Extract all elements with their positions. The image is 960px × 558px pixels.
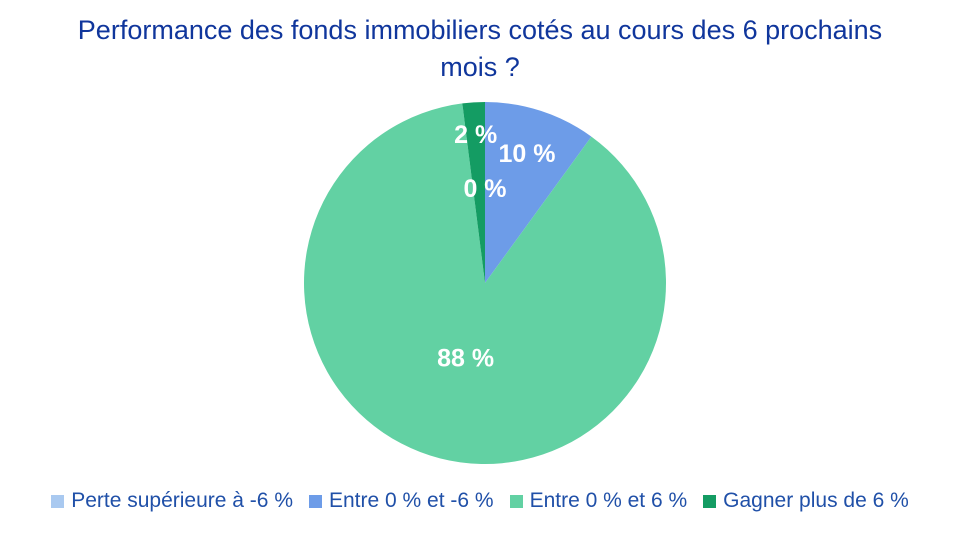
pie-slice-1 [485, 102, 592, 283]
legend-swatch-0 [51, 494, 65, 508]
legend-label-3: Gagner plus de 6 % [723, 489, 909, 512]
pie-data-label-3: 2 % [454, 121, 497, 149]
legend-swatch-2 [509, 494, 523, 508]
pie-data-label-2: 88 % [437, 344, 494, 372]
legend-item-1: Entre 0 % et -6 % [309, 489, 494, 513]
legend-label-1: Entre 0 % et -6 % [329, 489, 494, 512]
legend-item-3: Gagner plus de 6 % [703, 489, 909, 513]
pie-slice-2 [304, 103, 667, 465]
legend-swatch-1 [309, 494, 322, 508]
pie-slice-3 [462, 102, 485, 283]
legend-item-2: Entre 0 % et 6 % [509, 489, 688, 513]
pie-chart: 0 % 10 % 88 % 2 % [304, 102, 667, 465]
chart-legend: Perte supérieure à -6 % Entre 0 % et -6 %… [0, 489, 960, 513]
pie-data-label-0: 0 % [463, 175, 506, 203]
pie-data-label-1: 10 % [498, 140, 555, 168]
page-title: Performance des fonds immobiliers cotés … [70, 12, 890, 86]
legend-swatch-3 [703, 494, 717, 508]
legend-label-2: Entre 0 % et 6 % [529, 489, 688, 512]
legend-label-0: Perte supérieure à -6 % [71, 489, 293, 512]
legend-item-0: Perte supérieure à -6 % [51, 489, 293, 513]
chart-title-text: Performance des fonds immobiliers cotés … [77, 15, 883, 82]
